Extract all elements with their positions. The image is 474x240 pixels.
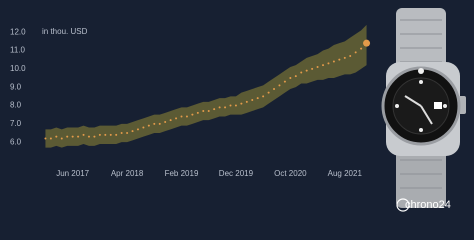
data-point — [322, 64, 325, 67]
data-point — [207, 110, 210, 112]
x-tick-label: Aug 2021 — [328, 169, 363, 178]
data-point — [142, 126, 145, 129]
data-point — [213, 108, 216, 111]
data-point — [256, 97, 259, 100]
data-point — [360, 47, 363, 50]
data-point — [153, 122, 156, 125]
y-tick-label: 8.0 — [10, 101, 22, 110]
plot: 6.0 7.0 8.0 9.0 10.0 11.0 12.0 Jun 2017 Apr 2018… — [10, 24, 371, 178]
data-point — [82, 133, 85, 136]
data-point — [66, 135, 69, 138]
x-tick-label: Apr 2018 — [111, 169, 144, 178]
data-point — [354, 51, 357, 54]
data-point — [338, 58, 341, 61]
data-point — [311, 67, 314, 70]
data-point — [115, 133, 118, 136]
data-point — [60, 137, 63, 140]
data-point — [273, 88, 276, 90]
data-point — [289, 77, 292, 79]
data-point — [224, 106, 227, 109]
data-point — [126, 132, 129, 134]
x-tick-label: Dec 2019 — [219, 169, 254, 178]
x-tick-label: Feb 2019 — [165, 169, 199, 178]
data-point — [147, 124, 150, 127]
data-point — [245, 100, 248, 103]
data-point — [164, 121, 167, 123]
data-point — [305, 69, 308, 72]
data-point — [109, 133, 112, 136]
data-point — [294, 75, 297, 78]
y-tick-label: 12.0 — [10, 27, 26, 36]
data-point — [158, 122, 161, 125]
data-point — [332, 60, 335, 63]
data-point — [104, 133, 107, 136]
data-point — [131, 130, 134, 133]
data-point — [71, 135, 74, 138]
y-tick-label: 10.0 — [10, 64, 26, 73]
data-point — [77, 135, 80, 138]
data-point — [240, 102, 243, 105]
data-point — [251, 99, 254, 101]
data-point — [267, 91, 270, 94]
data-point — [169, 119, 172, 122]
data-point — [49, 137, 52, 140]
y-tick-label: 6.0 — [10, 137, 22, 146]
data-point — [93, 135, 96, 138]
data-point — [234, 104, 237, 107]
data-point — [175, 117, 178, 120]
data-point — [218, 106, 221, 109]
data-point — [278, 84, 281, 87]
data-point — [191, 113, 194, 116]
data-point — [363, 39, 371, 47]
watch-image — [381, 8, 466, 208]
data-point — [120, 132, 123, 134]
range-band — [45, 24, 367, 148]
data-point — [327, 62, 330, 65]
x-tick-label: Jun 2017 — [56, 169, 89, 178]
data-point — [202, 110, 205, 112]
logo-text: chrono24 — [405, 199, 451, 211]
y-tick-label: 7.0 — [10, 119, 22, 128]
data-point — [180, 115, 183, 118]
data-point — [55, 135, 58, 138]
data-point — [87, 135, 90, 138]
data-point — [262, 95, 265, 98]
data-point — [283, 80, 286, 83]
y-axis-label: in thou. USD — [42, 27, 88, 36]
data-point — [98, 133, 101, 136]
data-point — [300, 71, 303, 74]
data-point — [196, 111, 199, 114]
y-tick-label: 9.0 — [10, 82, 22, 91]
chart: 6.0 7.0 8.0 9.0 10.0 11.0 12.0 Jun 2017 Apr 2018… — [10, 8, 466, 212]
y-tick-label: 11.0 — [10, 46, 26, 55]
data-point — [136, 128, 139, 131]
logo: chrono24 — [396, 198, 451, 212]
data-point — [349, 55, 352, 57]
data-point — [185, 115, 188, 118]
data-point — [44, 137, 47, 140]
data-point — [229, 104, 232, 107]
data-point — [316, 66, 319, 68]
data-point — [343, 56, 346, 59]
x-tick-label: Oct 2020 — [274, 169, 307, 178]
